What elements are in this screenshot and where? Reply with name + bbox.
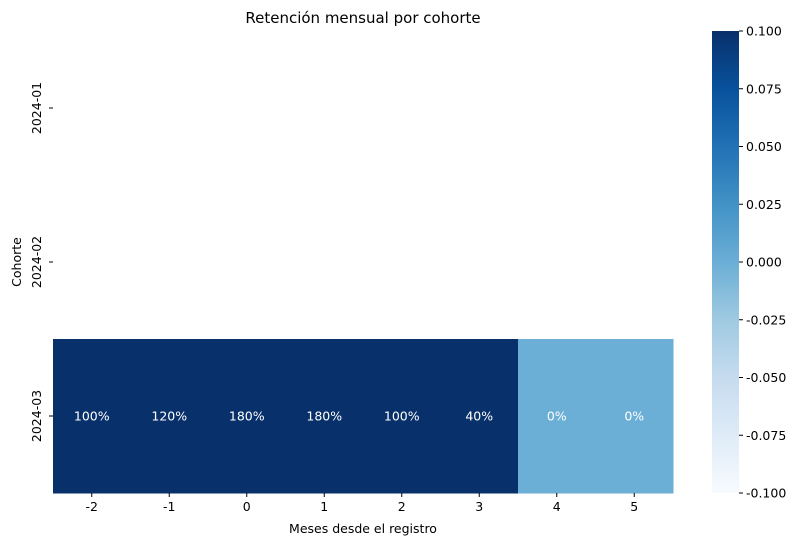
colorbar — [712, 31, 739, 493]
y-axis-label: Cohorte — [9, 237, 24, 287]
heatmap-cell — [285, 339, 364, 494]
x-tick-label: 2 — [398, 499, 406, 514]
heatmap-cells: 100% 120% 180% 180% 100% 40% 0% 0% — [53, 339, 674, 494]
heatmap-cell — [208, 339, 286, 494]
x-tick-label: 0 — [243, 499, 251, 514]
cell-annotation: 0% — [624, 409, 644, 424]
x-tick-label: 3 — [475, 499, 483, 514]
colorbar-tick-label: -0.075 — [746, 428, 786, 443]
x-tick-label: 5 — [630, 499, 638, 514]
x-tick-label: -1 — [163, 499, 175, 514]
y-tick-label: 2024-02 — [29, 236, 44, 288]
y-tick-label: 2024-03 — [29, 390, 44, 442]
heatmap-cell — [595, 339, 674, 494]
heatmap-cell — [440, 339, 519, 494]
colorbar-tick-label: 0.075 — [746, 81, 782, 96]
heatmap-cell — [363, 339, 441, 494]
colorbar-ticks: 0.100 0.075 0.050 0.025 0.000 -0.025 -0.050 -0.… — [739, 24, 786, 501]
x-tick-label: -2 — [86, 499, 98, 514]
colorbar-tick-label: -0.025 — [746, 312, 786, 327]
cell-annotation: 100% — [74, 409, 110, 424]
heatmap-cell — [130, 339, 209, 494]
cell-annotation: 180% — [306, 409, 342, 424]
cell-annotation: 120% — [151, 409, 187, 424]
colorbar-tick-label: 0.050 — [746, 139, 782, 154]
colorbar-tick-label: 0.000 — [746, 255, 782, 270]
cell-annotation: 40% — [465, 409, 493, 424]
x-axis-ticks: -2 -1 0 1 2 3 4 5 — [86, 493, 638, 514]
cell-annotation: 100% — [384, 409, 420, 424]
x-tick-label: 1 — [320, 499, 328, 514]
colorbar-tick-label: 0.100 — [746, 24, 782, 39]
heatmap-cell — [53, 339, 131, 494]
chart-title: Retención mensual por cohorte — [245, 9, 480, 27]
y-axis-ticks: 2024-01 2024-02 2024-03 — [29, 82, 53, 442]
x-tick-label: 4 — [553, 499, 561, 514]
x-axis-label: Meses desde el registro — [289, 521, 437, 536]
cell-annotation: 180% — [229, 409, 265, 424]
cell-annotation: 0% — [547, 409, 567, 424]
y-tick-label: 2024-01 — [29, 82, 44, 134]
colorbar-tick-label: 0.025 — [746, 197, 782, 212]
colorbar-tick-label: -0.050 — [746, 370, 786, 385]
heatmap-cell — [518, 339, 596, 494]
colorbar-tick-label: -0.100 — [746, 486, 786, 501]
